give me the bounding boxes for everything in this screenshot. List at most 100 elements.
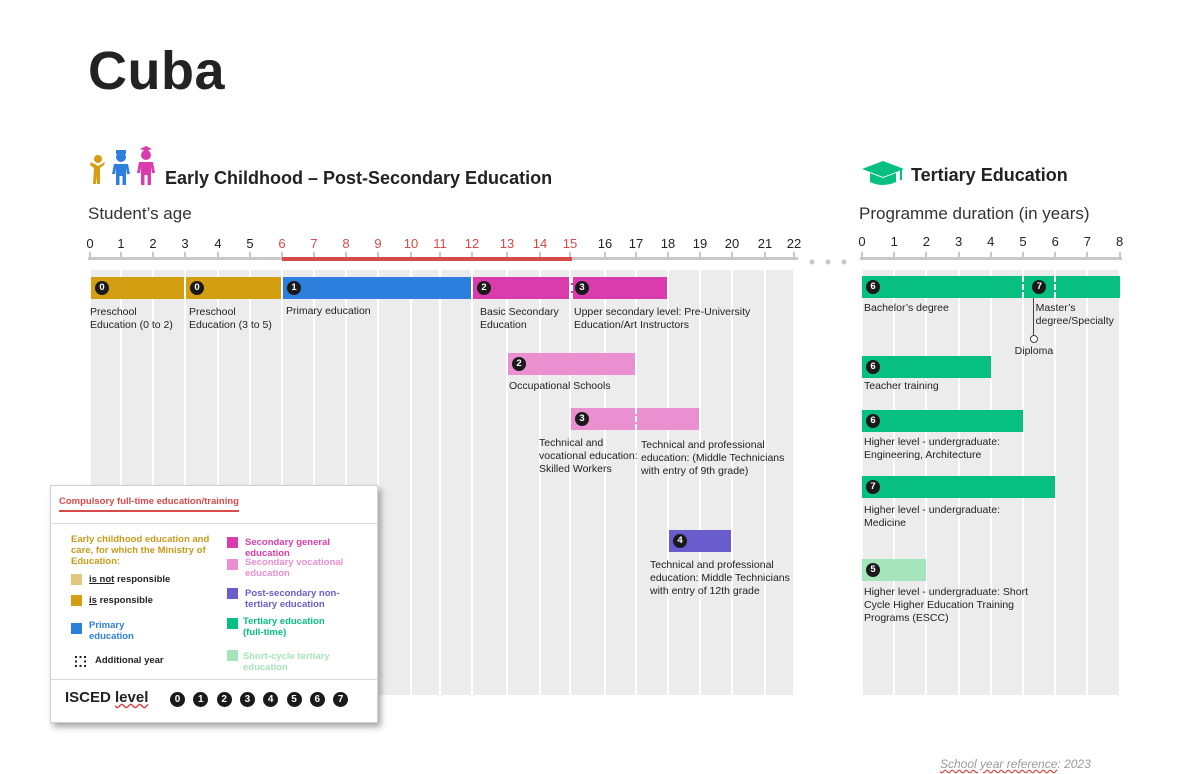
age-tick-label: 14 xyxy=(532,236,548,251)
programme-label: Higher level - undergraduate: Engineerin… xyxy=(864,436,1000,461)
grid-line xyxy=(217,270,219,695)
legend-compulsory-label: Compulsory full-time education/training xyxy=(59,496,239,507)
legend-secondary-general: Secondary general education xyxy=(245,537,331,559)
grid-line xyxy=(410,270,412,695)
year-tick-mark xyxy=(1054,252,1057,258)
legend-swatch-short-cycle xyxy=(227,650,238,661)
legend-ecec-heading: Early childhood education and care, for … xyxy=(71,534,210,567)
programme-bar xyxy=(862,410,1023,432)
age-tick-label: 15 xyxy=(562,236,578,251)
legend-responsible-rest: responsible xyxy=(96,595,153,606)
page-title: Cuba xyxy=(88,41,225,101)
legend-swatch-tertiary xyxy=(227,618,238,629)
age-tick-label: 17 xyxy=(628,236,644,251)
programme-bar xyxy=(473,277,569,299)
grid-line xyxy=(89,270,91,695)
programme-label: Technical and vocational education: Skil… xyxy=(539,437,638,475)
legend-not-responsible-emph: is not xyxy=(89,574,115,585)
age-tick-mark xyxy=(667,252,669,258)
school-year-reference: School year reference: 2023 xyxy=(940,757,1091,771)
legend-swatch-post-secondary xyxy=(227,588,238,599)
grid-line xyxy=(439,270,441,695)
year-tick-label: 6 xyxy=(1051,234,1059,249)
age-tick-label: 9 xyxy=(374,236,382,251)
age-tick-mark xyxy=(249,252,251,258)
isced-level-badge: 0 xyxy=(95,281,109,295)
isced-level-badge: 1 xyxy=(287,281,301,295)
grid-column xyxy=(1087,270,1120,695)
left-section-heading: Early Childhood – Post-Secondary Educati… xyxy=(165,168,553,188)
grid-column xyxy=(411,270,440,695)
grid-line xyxy=(1086,270,1089,695)
isced-level-badge: 6 xyxy=(866,414,880,428)
year-tick-label: 5 xyxy=(1019,234,1027,249)
isced-level-badge: 7 xyxy=(866,480,880,494)
grid-column xyxy=(605,270,636,695)
year-tick-mark xyxy=(1022,252,1024,258)
programme-label: Upper secondary level: Pre-University Ed… xyxy=(574,306,751,331)
age-tick-label: 22 xyxy=(786,236,802,251)
programme-label: Primary education xyxy=(286,305,371,317)
legend-swatch-secondary-vocational xyxy=(227,559,238,570)
axis-line xyxy=(860,257,1122,260)
year-tick-label: 0 xyxy=(858,234,866,249)
programme-label: Higher level - undergraduate: Medicine xyxy=(864,504,1000,529)
grid-line xyxy=(793,270,795,695)
legend-tertiary: Tertiary education (full-time) xyxy=(243,616,325,638)
legend-divider-bottom xyxy=(51,679,377,680)
legend-divider xyxy=(51,523,377,524)
isced-level-badge: 7 xyxy=(1032,280,1047,294)
grid-line xyxy=(471,270,473,695)
year-tick-mark xyxy=(989,252,992,258)
grid-line xyxy=(699,270,701,695)
age-tick-mark xyxy=(731,252,733,258)
grid-line xyxy=(667,270,669,695)
grid-line xyxy=(377,270,379,695)
age-tick-label: 0 xyxy=(86,236,94,251)
age-tick-label: 19 xyxy=(692,236,708,251)
isced-level-badge: 3 xyxy=(239,692,255,707)
additional-year-icon xyxy=(75,654,86,667)
age-tick-mark xyxy=(635,252,637,258)
grid-line xyxy=(313,270,315,695)
duration-axis-label: Programme duration (in years) xyxy=(859,204,1090,223)
additional-year-marker xyxy=(571,277,573,299)
age-tick-label: 16 xyxy=(597,236,613,251)
legend-swatch-primary xyxy=(71,623,82,634)
year-tick-mark xyxy=(1086,252,1089,258)
year-tick-mark xyxy=(893,252,896,258)
grid-line xyxy=(569,270,571,695)
age-tick-label: 12 xyxy=(464,236,480,251)
programme-label: Higher level - undergraduate: Short Cycl… xyxy=(864,586,1029,624)
isced-level-badge: 6 xyxy=(866,280,880,294)
programme-label: Technical and professional education: Mi… xyxy=(650,559,790,597)
legend-responsible: is responsible xyxy=(89,595,153,606)
isced-level-badge: 4 xyxy=(673,534,687,548)
programme-bar xyxy=(862,356,991,378)
age-tick-mark xyxy=(345,252,347,258)
grid-column xyxy=(1055,270,1088,695)
age-tick-mark xyxy=(471,252,473,258)
grid-line xyxy=(604,270,606,695)
diploma-line xyxy=(1032,298,1034,338)
compulsory-education-bar xyxy=(282,257,572,261)
programme-label: Bachelor’s degree xyxy=(864,302,949,314)
age-tick-mark xyxy=(89,252,91,258)
legend-swatch-responsible xyxy=(71,595,82,606)
programme-bar xyxy=(186,277,281,299)
programme-label: Teacher training xyxy=(864,380,939,392)
age-tick-mark xyxy=(439,252,441,258)
programme-bar xyxy=(862,276,1120,298)
isced-level-badge: 1 xyxy=(193,692,209,707)
programme-bar xyxy=(571,277,667,299)
year-tick-mark xyxy=(925,252,928,258)
age-tick-label: 10 xyxy=(403,236,419,251)
isced-level-badge: 0 xyxy=(170,692,185,707)
age-tick-mark xyxy=(377,252,379,258)
grid-line xyxy=(506,270,508,695)
legend-primary: Primary education xyxy=(89,620,134,642)
programme-bar xyxy=(508,353,635,375)
programme-bar xyxy=(283,277,471,299)
age-tick-label: 3 xyxy=(181,236,189,251)
additional-year-marker xyxy=(1022,276,1024,298)
